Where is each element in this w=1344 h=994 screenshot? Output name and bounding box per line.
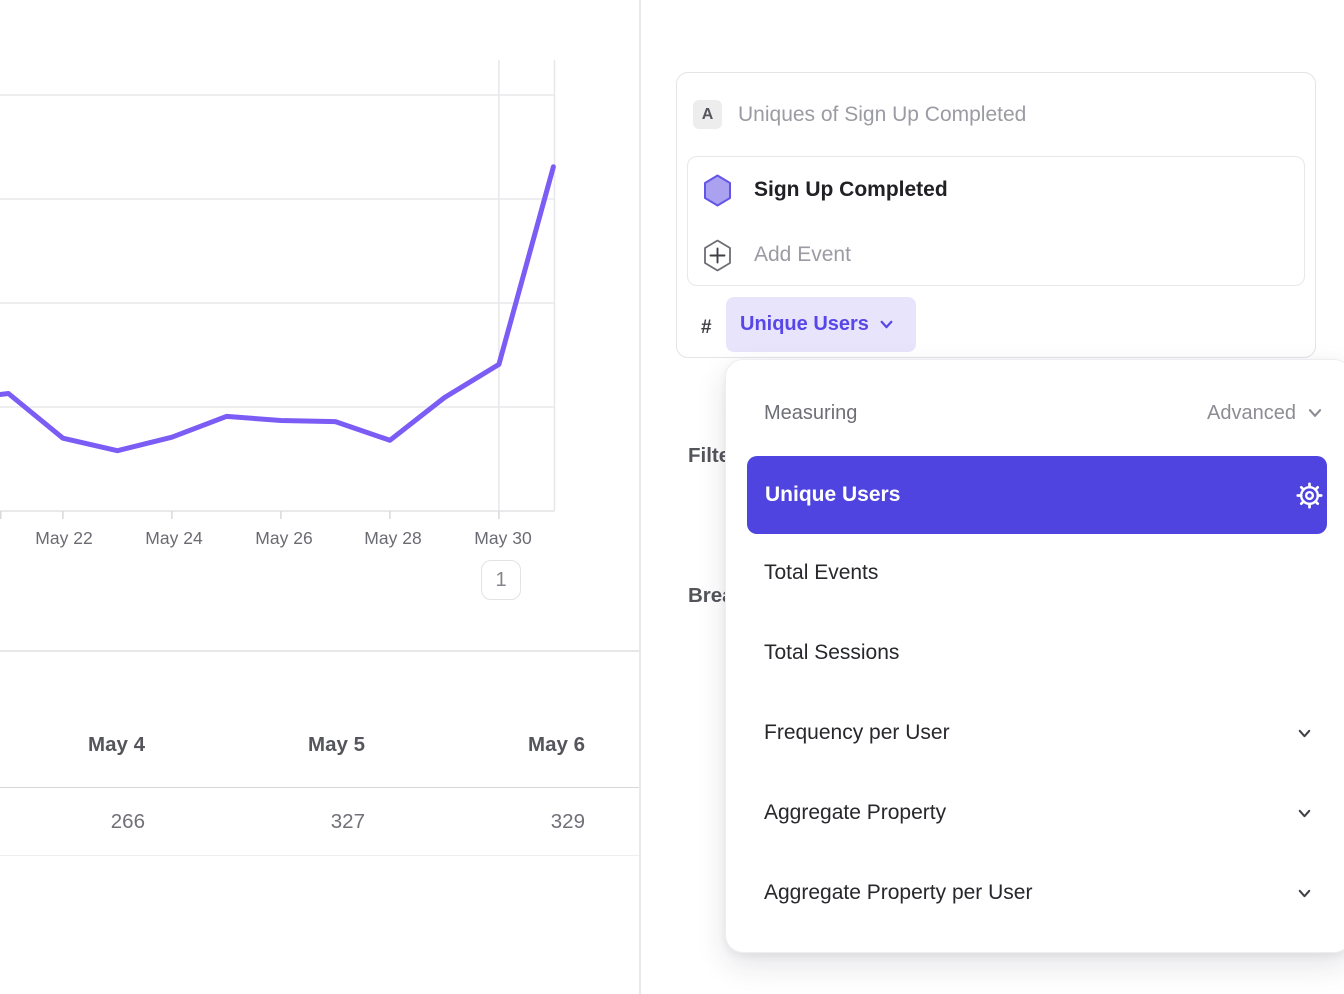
query-builder-card: A Uniques of Sign Up Completed Sign Up C… (676, 72, 1316, 358)
advanced-mode-label: Advanced (1207, 402, 1296, 424)
menu-item-aggregate-property-per-user[interactable]: Aggregate Property per User (726, 871, 1344, 915)
panel-divider (639, 0, 641, 994)
menu-item-label: Aggregate Property per User (764, 881, 1033, 904)
measurement-value: Unique Users (740, 313, 869, 335)
add-event-icon (702, 239, 733, 277)
x-tick-label: May 28 (364, 528, 421, 548)
table-value-cell[interactable]: 327 (330, 809, 365, 833)
x-tick-label: May 26 (255, 528, 312, 548)
chevron-down-icon (1298, 809, 1311, 817)
query-summary-title: Uniques of Sign Up Completed (738, 103, 1027, 126)
event-hexagon-icon (702, 174, 733, 212)
menu-item-label: Total Sessions (764, 641, 900, 664)
menu-item-total-sessions[interactable]: Total Sessions (726, 631, 1344, 675)
table-header-cell[interactable]: May 6 (528, 732, 585, 756)
series-badge: A (693, 100, 722, 129)
x-axis (0, 510, 555, 519)
menu-item-frequency-per-user[interactable]: Frequency per User (726, 711, 1344, 755)
x-tick-label: May 22 (35, 528, 92, 548)
section-divider (0, 650, 639, 652)
menu-item-label: Total Events (764, 561, 879, 584)
menu-header-label: Measuring (764, 402, 858, 424)
chevron-down-icon (1298, 729, 1311, 737)
table-row: 266 327 329 (0, 788, 639, 856)
gear-icon[interactable] (1296, 482, 1323, 514)
menu-item-aggregate-property[interactable]: Aggregate Property (726, 791, 1344, 835)
menu-item-unique-users[interactable]: Unique Users (747, 456, 1327, 534)
line-chart: May 22 May 24 May 26 May 28 May 30 (0, 60, 556, 548)
measurement-dropdown-trigger[interactable]: Unique Users (726, 297, 916, 352)
chart-gridlines (0, 60, 556, 511)
event-name[interactable]: Sign Up Completed (754, 178, 948, 201)
menu-item-label: Unique Users (765, 483, 901, 506)
menu-item-label: Frequency per User (764, 721, 950, 744)
menu-item-total-events[interactable]: Total Events (726, 551, 1344, 595)
x-tick-label: May 24 (145, 528, 203, 548)
menu-item-label: Aggregate Property (764, 801, 947, 824)
chevron-down-icon (1308, 409, 1322, 417)
chevron-down-icon (880, 320, 893, 329)
x-tick-label: May 30 (474, 528, 532, 548)
chevron-down-icon (1298, 889, 1311, 897)
measure-prefix: # (701, 317, 712, 338)
event-card: Sign Up Completed Add Event (687, 156, 1305, 286)
table-header-row: May 4 May 5 May 6 (0, 702, 639, 788)
table-value-cell[interactable]: 266 (110, 809, 145, 833)
x-axis-labels: May 22 May 24 May 26 May 28 May 30 (35, 528, 532, 548)
advanced-mode-toggle[interactable]: Advanced (1184, 398, 1324, 428)
pagination-badge[interactable]: 1 (481, 560, 521, 600)
table-header-cell[interactable]: May 4 (88, 732, 145, 756)
measuring-dropdown-menu: Measuring Advanced Unique Users (725, 359, 1344, 953)
table-header-cell[interactable]: May 5 (308, 732, 365, 756)
table-value-cell[interactable]: 329 (550, 809, 585, 833)
trend-line-series[interactable] (0, 164, 556, 454)
add-event-button[interactable]: Add Event (754, 243, 851, 266)
